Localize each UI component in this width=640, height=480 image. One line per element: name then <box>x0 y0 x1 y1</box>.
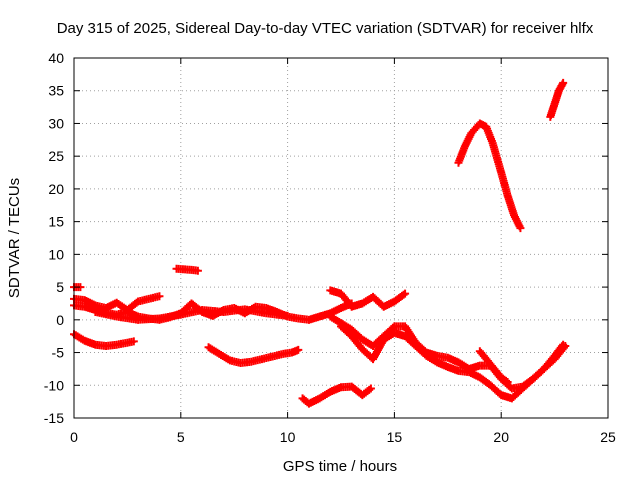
series-trace <box>172 264 202 275</box>
y-tick-label: 5 <box>56 279 64 295</box>
data-point <box>399 290 408 299</box>
grid-lines <box>74 58 608 418</box>
data-point <box>366 384 375 393</box>
data-point <box>155 292 164 301</box>
series-trace <box>70 330 138 350</box>
y-tick-label: 20 <box>48 181 64 197</box>
x-tick-label: 25 <box>600 429 616 445</box>
x-tick-label: 5 <box>177 429 185 445</box>
series-trace <box>91 305 292 324</box>
axis-ticks <box>73 57 609 419</box>
x-tick-label: 0 <box>70 429 78 445</box>
x-tick-labels: 0 5 10 15 20 25 <box>70 429 616 445</box>
x-tick-label: 10 <box>280 429 296 445</box>
series-trace <box>204 343 303 368</box>
y-tick-label: 10 <box>48 246 64 262</box>
x-tick-label: 20 <box>493 429 509 445</box>
y-tick-label: 30 <box>48 115 64 131</box>
y-tick-label: 25 <box>48 148 64 164</box>
y-tick-labels: -15 -10 -5 0 5 10 15 20 25 30 35 40 <box>44 50 64 426</box>
y-tick-label: 40 <box>48 50 64 66</box>
data-point <box>561 342 570 350</box>
data-point <box>516 224 525 233</box>
y-tick-label: -5 <box>52 345 65 361</box>
data-point <box>193 266 202 275</box>
data-point <box>283 311 292 320</box>
y-axis-title: SDTVAR / TECUs <box>6 178 23 298</box>
series-trace <box>326 286 410 311</box>
series-trace <box>454 119 525 233</box>
y-tick-label: 35 <box>48 83 64 99</box>
y-tick-label: 15 <box>48 214 64 230</box>
y-tick-label: -15 <box>44 410 64 426</box>
series-trace <box>298 382 375 408</box>
data-point <box>503 378 512 386</box>
data-point <box>502 376 511 385</box>
chart-title: Day 315 of 2025, Sidereal Day-to-day VTE… <box>57 20 594 37</box>
data-point <box>401 289 410 298</box>
series-trace <box>546 78 568 121</box>
data-point <box>559 78 568 87</box>
series-trace <box>337 322 570 403</box>
x-tick-label: 15 <box>387 429 403 445</box>
y-tick-label: -10 <box>44 377 64 393</box>
data-point <box>129 337 138 346</box>
data-point <box>294 345 303 354</box>
plot-border <box>73 57 609 419</box>
data-series <box>70 78 570 408</box>
x-axis-title: GPS time / hours <box>283 458 397 475</box>
data-point <box>559 343 568 352</box>
y-tick-label: 0 <box>56 312 64 328</box>
series-trace <box>475 347 512 386</box>
